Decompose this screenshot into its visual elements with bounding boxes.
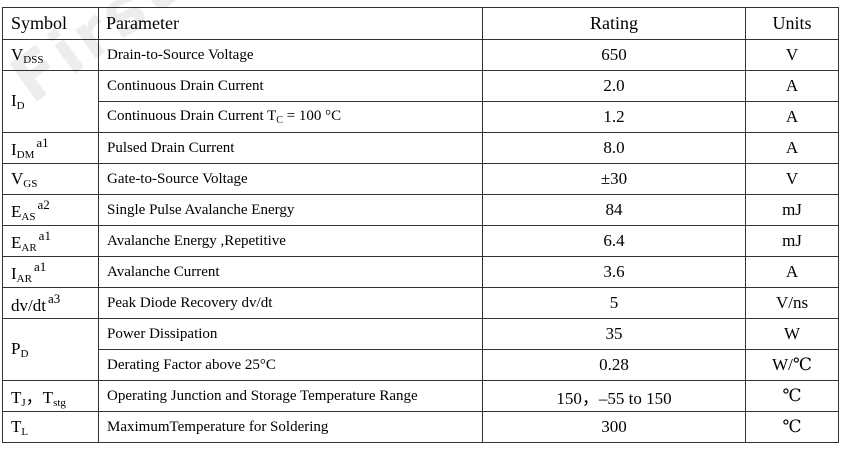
symbol-cell: VDSS [2, 39, 99, 71]
units-cell: W/℃ [745, 349, 839, 381]
rating-cell: 150，–55 to 150 [482, 380, 746, 412]
symbol-cell: EASa2 [2, 194, 99, 226]
units-cell: ℃ [745, 411, 839, 443]
rating-cell: 300 [482, 411, 746, 443]
parameter-cell: Derating Factor above 25°C [98, 349, 483, 381]
parameter-cell: Avalanche Energy ,Repetitive [98, 225, 483, 257]
units-cell: A [745, 101, 839, 133]
table-row: EARa1 Avalanche Energy ,Repetitive 6.4 m… [2, 225, 839, 257]
parameter-cell: Single Pulse Avalanche Energy [98, 194, 483, 226]
parameter-cell: Continuous Drain Current [98, 70, 483, 102]
table-row: Continuous Drain Current TC = 100 °C 1.2… [3, 101, 839, 133]
parameter-cell: Peak Diode Recovery dv/dt [98, 287, 483, 319]
symbol-cell: IARa1 [2, 256, 99, 288]
header-parameter: Parameter [98, 7, 483, 40]
units-cell: A [745, 256, 839, 288]
symbol-cell: PD [2, 318, 99, 381]
units-cell: W [745, 318, 839, 350]
symbol-cell: EARa1 [2, 225, 99, 257]
units-cell: V [745, 39, 839, 71]
header-symbol: Symbol [2, 7, 99, 40]
header-units: Units [745, 7, 839, 40]
parameter-cell: Operating Junction and Storage Temperatu… [98, 380, 483, 412]
units-cell: mJ [745, 194, 839, 226]
table-row: IARa1 Avalanche Current 3.6 A [2, 256, 839, 288]
table-row: Derating Factor above 25°C 0.28 W/℃ [3, 349, 839, 381]
table-row: VGS Gate-to-Source Voltage ±30 V [2, 163, 839, 195]
rating-cell: 3.6 [482, 256, 746, 288]
table-row: TL MaximumTemperature for Soldering 300 … [2, 411, 839, 443]
units-cell: A [745, 132, 839, 164]
rating-cell: 8.0 [482, 132, 746, 164]
symbol-cell: ID [2, 70, 99, 133]
symbol-cell: dv/dt a3 [2, 287, 99, 319]
parameter-cell: MaximumTemperature for Soldering [98, 411, 483, 443]
table-row: IDMa1 Pulsed Drain Current 8.0 A [2, 132, 839, 164]
rating-cell: 5 [482, 287, 746, 319]
table-row: VDSS Drain-to-Source Voltage 650 V [2, 39, 839, 71]
rating-cell: 35 [482, 318, 746, 350]
header-rating: Rating [482, 7, 746, 40]
absolute-maximum-ratings-table: Symbol Parameter Rating Units VDSS Drain… [2, 7, 839, 443]
header-row: Symbol Parameter Rating Units [2, 7, 839, 40]
units-cell: V [745, 163, 839, 195]
parameter-cell: Pulsed Drain Current [98, 132, 483, 164]
table-row: ID Continuous Drain Current 2.0 A [2, 70, 839, 133]
parameter-cell: Gate-to-Source Voltage [98, 163, 483, 195]
units-cell: A [745, 70, 839, 102]
rating-cell: 2.0 [482, 70, 746, 102]
rating-cell: 650 [482, 39, 746, 71]
units-cell: mJ [745, 225, 839, 257]
units-cell: ℃ [745, 380, 839, 412]
rating-cell: 1.2 [482, 101, 746, 133]
rating-cell: 0.28 [482, 349, 746, 381]
table-row: TJ，Tstg Operating Junction and Storage T… [2, 380, 839, 412]
symbol-cell: TJ，Tstg [2, 380, 99, 412]
parameter-cell: Continuous Drain Current TC = 100 °C [98, 101, 483, 133]
rating-cell: 84 [482, 194, 746, 226]
parameter-cell: Drain-to-Source Voltage [98, 39, 483, 71]
table-row: dv/dt a3 Peak Diode Recovery dv/dt 5 V/ns [2, 287, 839, 319]
parameter-cell: Avalanche Current [98, 256, 483, 288]
table-row: EASa2 Single Pulse Avalanche Energy 84 m… [2, 194, 839, 226]
units-cell: V/ns [745, 287, 839, 319]
rating-cell: ±30 [482, 163, 746, 195]
symbol-cell: VGS [2, 163, 99, 195]
symbol-cell: IDMa1 [2, 132, 99, 164]
table-row: PD Power Dissipation 35 W [2, 318, 839, 381]
parameter-cell: Power Dissipation [98, 318, 483, 350]
symbol-cell: TL [2, 411, 99, 443]
rating-cell: 6.4 [482, 225, 746, 257]
